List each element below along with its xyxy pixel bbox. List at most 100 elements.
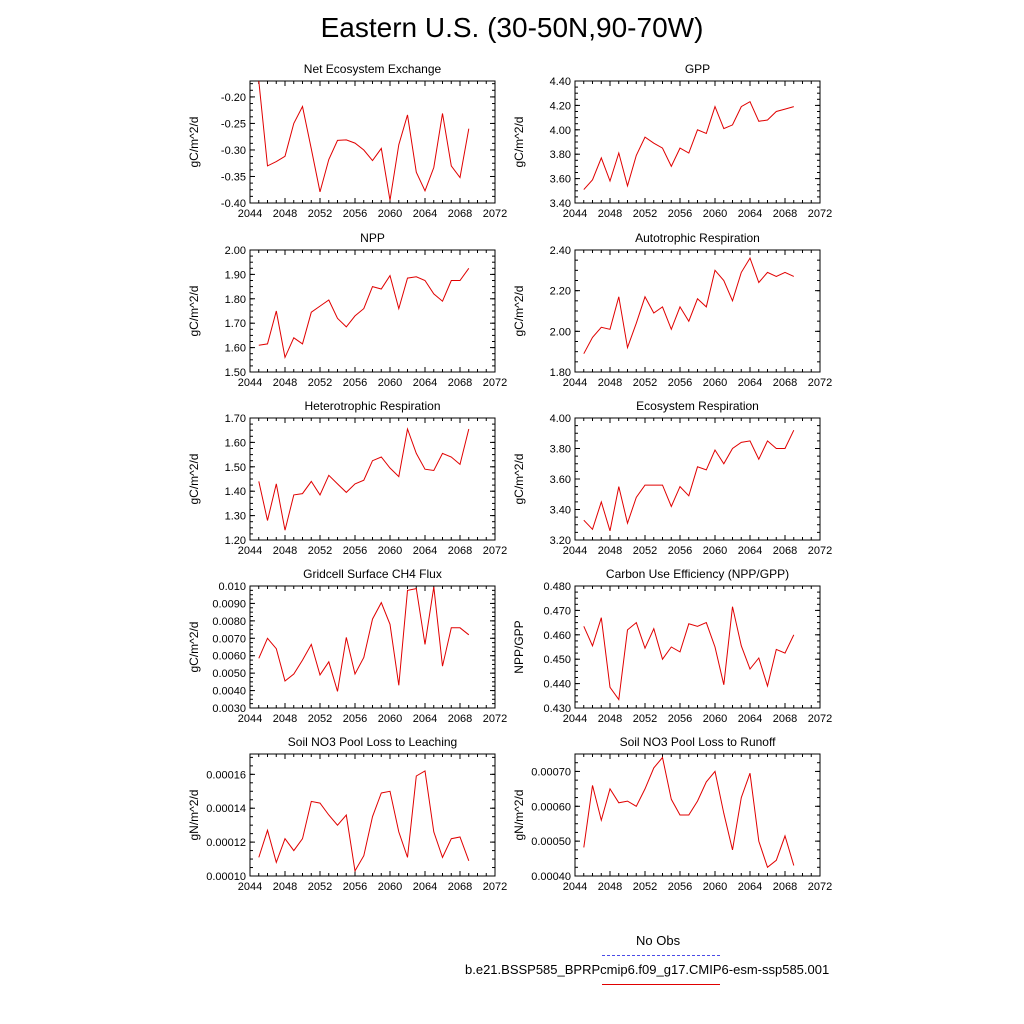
x-tick-label: 2072 [808,208,832,220]
x-tick-label: 2056 [668,881,692,893]
series-line [583,606,795,701]
plot-frame [574,753,821,877]
y-axis-label: gC/m^2/d [187,454,201,505]
x-tick-label: 2072 [483,881,507,893]
x-tick-label: 2060 [703,881,727,893]
x-tick-label: 2060 [703,545,727,557]
y-axis-label: NPP/GPP [512,620,526,673]
y-tick-label: -0.40 [221,198,246,210]
chart-panel: Net Ecosystem Exchange 2044 2048 2052 2056 20… [187,62,507,220]
plot-frame [249,753,496,877]
y-tick-label: 1.50 [225,367,246,379]
plot-frame [249,585,496,709]
chart-title: NPP [360,231,385,245]
y-tick-label: 1.80 [225,294,246,306]
y-axis-label: gC/m^2/d [187,117,201,168]
x-tick-label: 2060 [703,377,727,389]
x-tick-label: 2072 [483,713,507,725]
y-tick-label: 0.00050 [531,836,571,848]
x-tick-label: 2044 [238,377,262,389]
x-tick-label: 2060 [378,881,402,893]
y-tick-label: 1.90 [225,269,246,281]
y-tick-label: 0.00040 [531,871,571,883]
x-tick-label: 2064 [413,713,437,725]
x-tick-label: 2068 [448,208,472,220]
chart-panel: Heterotrophic Respiration 2044 2048 2052 205… [187,399,507,557]
x-tick-label: 2064 [413,881,437,893]
y-tick-label: 0.010 [218,581,246,593]
series-line [583,756,795,869]
y-tick-label: 1.40 [225,486,246,498]
y-tick-label: 0.0060 [212,651,246,663]
series-line [258,770,470,873]
x-tick-label: 2068 [773,377,797,389]
x-tick-label: 2068 [773,208,797,220]
x-tick-label: 2052 [308,545,332,557]
x-tick-label: 2048 [273,713,297,725]
x-tick-label: 2044 [563,545,587,557]
x-tick-label: 2052 [633,881,657,893]
x-tick-label: 2068 [773,545,797,557]
x-tick-label: 2048 [273,377,297,389]
series-line [583,100,794,190]
x-tick-label: 2060 [703,208,727,220]
y-tick-label: 4.40 [550,76,571,88]
y-tick-label: 0.00012 [206,837,246,849]
x-tick-label: 2072 [483,377,507,389]
x-tick-label: 2052 [308,881,332,893]
x-tick-label: 2052 [633,377,657,389]
y-tick-label: 1.70 [225,413,246,425]
chart-title: Gridcell Surface CH4 Flux [303,567,442,581]
y-tick-label: 3.80 [550,444,571,456]
y-tick-label: 3.40 [550,198,571,210]
x-tick-label: 2060 [378,713,402,725]
x-tick-label: 2056 [343,208,367,220]
x-tick-label: 2060 [378,208,402,220]
y-tick-label: 2.20 [550,286,571,298]
x-tick-label: 2060 [378,545,402,557]
y-axis-label: gC/m^2/d [512,286,526,337]
y-tick-label: 2.00 [550,326,571,338]
x-tick-label: 2048 [598,713,622,725]
x-tick-label: 2044 [238,881,262,893]
y-tick-label: 0.460 [543,630,571,642]
y-tick-label: 1.80 [550,367,571,379]
x-tick-label: 2052 [633,208,657,220]
x-tick-label: 2056 [668,377,692,389]
y-axis-label: gN/m^2/d [512,790,526,841]
y-tick-label: 0.0090 [212,598,246,610]
x-tick-label: 2056 [343,545,367,557]
x-tick-label: 2064 [413,377,437,389]
x-tick-label: 2064 [738,545,762,557]
series-line [583,429,795,532]
y-tick-label: 1.20 [225,535,246,547]
chart-panel: Soil NO3 Pool Loss to Runoff 2044 2048 2052… [512,735,832,893]
y-tick-label: 1.60 [225,437,246,449]
x-tick-label: 2044 [238,208,262,220]
x-tick-label: 2052 [633,713,657,725]
chart-title: GPP [685,62,710,76]
x-tick-label: 2056 [668,713,692,725]
y-tick-label: 2.00 [225,245,246,257]
y-tick-label: 3.40 [550,505,571,517]
x-tick-label: 2044 [238,713,262,725]
y-tick-label: -0.35 [221,171,246,183]
chart-panel: NPP 2044 2048 2052 2056 2060 2064 2068 2072 2.00 1… [187,231,507,389]
figure-title: Eastern U.S. (30-50N,90-70W) [320,12,704,43]
chart-title: Soil NO3 Pool Loss to Leaching [288,735,457,749]
y-tick-label: 1.30 [225,511,246,523]
x-tick-label: 2048 [598,881,622,893]
x-tick-label: 2068 [448,377,472,389]
y-axis-label: gC/m^2/d [512,117,526,168]
x-tick-label: 2056 [343,713,367,725]
y-tick-label: 3.80 [550,149,571,161]
x-tick-label: 2044 [238,545,262,557]
y-tick-label: 0.440 [543,679,571,691]
y-tick-label: 3.60 [550,174,571,186]
x-tick-label: 2068 [773,713,797,725]
y-tick-label: 2.40 [550,245,571,257]
x-tick-label: 2048 [598,377,622,389]
chart-panel: Soil NO3 Pool Loss to Leaching 2044 2048 20… [187,735,507,893]
y-tick-label: 0.0070 [212,633,246,645]
